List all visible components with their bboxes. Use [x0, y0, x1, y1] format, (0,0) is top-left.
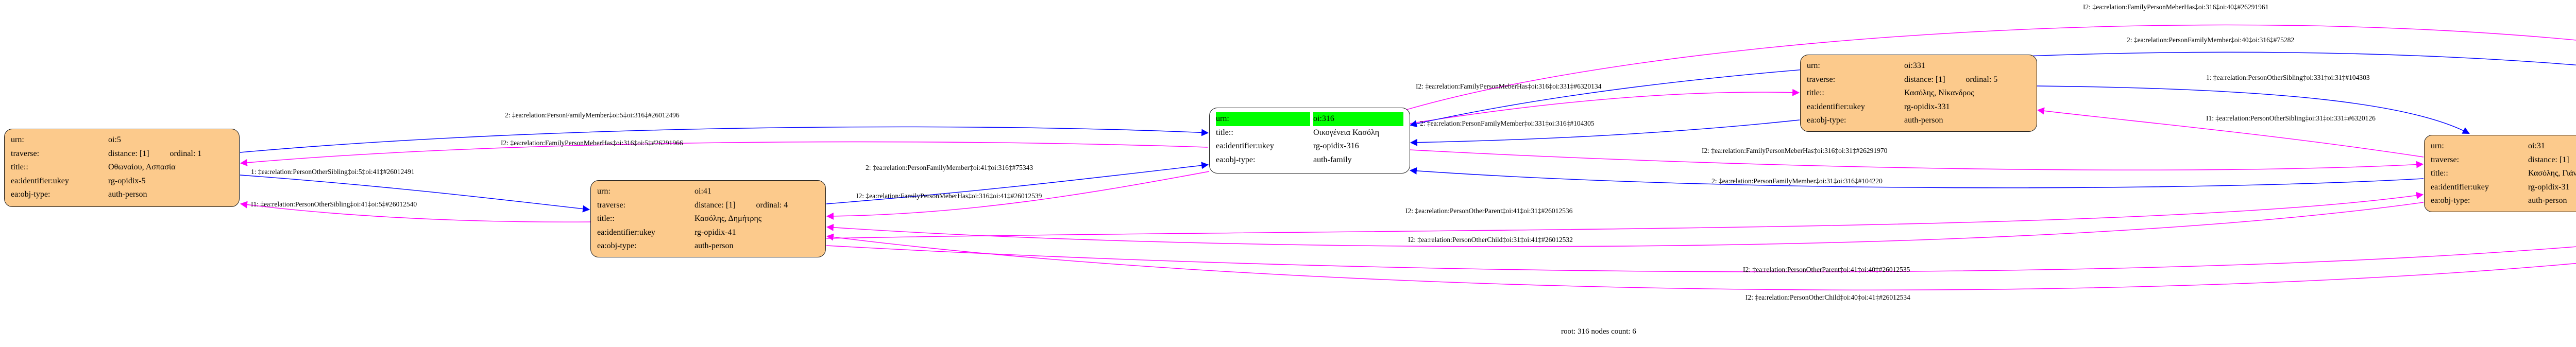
edge-child-oi31-oi41 — [826, 202, 2424, 247]
edge-label-family-person-has-oi316-oi41: I2: ‡ea:relation:FamilyPersonMeberHas‡oi… — [856, 192, 1042, 200]
field-key: traverse: — [11, 149, 40, 158]
edge-label-child-oi31-oi41: I2: ‡ea:relation:PersonOtherChild‡oi:31‡… — [1408, 236, 1573, 244]
field-value-highlighted: oi:316 — [1313, 112, 1403, 126]
field-key: ea:identifier:ukey — [1216, 142, 1274, 150]
field-key: urn: — [597, 187, 611, 196]
field-value: Κασόλης, Δημήτρης — [694, 214, 762, 223]
edge-family-member-oi331-oi316 — [1410, 119, 1800, 146]
edge-family-member-oi40-oi316 — [1409, 51, 2576, 128]
field-value: oi:31 — [2528, 142, 2545, 150]
field-value: distance: [1] — [2528, 155, 2569, 164]
field-value: Κασόλης, Γιάννης — [2528, 169, 2576, 178]
edge-family-member-oi41-oi316 — [826, 162, 1209, 204]
edge-family-person-has-oi316-oi5 — [240, 141, 1208, 166]
field-key: ea:obj-type: — [1807, 116, 1846, 125]
field-key: urn: — [11, 135, 24, 144]
root-summary-text: root: 316 nodes count: 6 — [1561, 327, 1636, 336]
field-key: traverse: — [597, 200, 626, 210]
node-oi331[interactable]: urn: oi:331 traverse: distance: [1] ordinal… — [1800, 55, 2037, 132]
field-value: auth-person — [694, 241, 734, 250]
field-key: ea:identifier:ukey — [1807, 102, 1865, 111]
edge-label-family-person-has-oi316-oi5: I2: ‡ea:relation:FamilyPersonMeberHas‡oi… — [501, 139, 683, 147]
edge-family-person-has-oi316-oi40 — [1406, 24, 2576, 110]
edge-label-family-member-oi5-oi316: 2: ‡ea:relation:PersonFamilyMember‡oi:5‡… — [505, 111, 680, 119]
edge-label-child-oi40-oi41: I2: ‡ea:relation:PersonOtherChild‡oi:40‡… — [1745, 293, 1910, 301]
edge-sibling-oi31-oi331 — [2037, 107, 2424, 158]
edge-family-person-has-oi316-oi331 — [1409, 89, 1800, 124]
field-key: urn: — [1807, 61, 1820, 70]
edge-label-family-person-has-oi316-oi40: I2: ‡ea:relation:FamilyPersonMeberHas‡oi… — [2083, 3, 2269, 11]
field-value: Οθωναίου, Ασπασία — [108, 163, 176, 171]
edge-label-family-member-oi40-oi316: 2: ‡ea:relation:PersonFamilyMember‡oi:40… — [2127, 36, 2295, 44]
edge-label-sibling-oi331-oi31: 1: ‡ea:relation:PersonOtherSibling‡oi:33… — [2206, 74, 2370, 81]
field-value: distance: [1] — [108, 149, 149, 158]
edge-label-family-member-oi331-oi316: 2: ‡ea:relation:PersonFamilyMember‡oi:33… — [1420, 119, 1595, 127]
edge-label-family-person-has-oi316-oi331: I2: ‡ea:relation:FamilyPersonMeberHas‡oi… — [1416, 82, 1602, 90]
edge-family-member-oi5-oi316 — [240, 126, 1209, 153]
field-value: oi:5 — [108, 135, 121, 144]
field-key: title:: — [11, 163, 28, 171]
field-value: distance: [1] — [694, 200, 736, 210]
field-value: Κασόλης, Νίκανδρος — [1904, 89, 1974, 97]
field-key: ea:obj-type: — [11, 190, 50, 199]
edge-parent-oi41-oi40 — [826, 245, 2576, 272]
edge-label-parent-oi41-oi40: I2: ‡ea:relation:PersonOtherParent‡oi:41… — [1743, 266, 1910, 273]
field-value: distance: [1] — [1904, 75, 1945, 84]
field-value-ordinal: ordinal: 1 — [170, 149, 202, 158]
field-key: ea:obj-type: — [1216, 155, 1256, 164]
node-oi31[interactable]: urn:oi:31 traverse:distance: [1]ordinal:… — [2424, 135, 2576, 212]
field-value: rg-opidix-316 — [1313, 142, 1359, 150]
edge-child-oi40-oi41 — [826, 233, 2576, 290]
edge-label-parent-oi41-oi31: I2: ‡ea:relation:PersonOtherParent‡oi:41… — [1405, 207, 1573, 215]
field-key: title:: — [1807, 89, 1824, 97]
field-value: rg-opidix-5 — [108, 176, 146, 185]
edge-sibling-oi331-oi31 — [2037, 85, 2470, 134]
field-value: oi:331 — [1904, 61, 1925, 70]
node-oi41[interactable]: urn: oi:41 traverse: distance: [1] ordinal:… — [590, 180, 826, 257]
edge-label-family-person-has-oi316-oi31: I2: ‡ea:relation:FamilyPersonMeberHas‡oi… — [1702, 147, 1888, 154]
field-key: traverse: — [1807, 75, 1836, 84]
edge-label-family-member-oi31-oi316: 2: ‡ea:relation:PersonFamilyMember‡oi:31… — [1711, 177, 1883, 185]
field-key: urn: — [2431, 142, 2444, 150]
field-key: ea:identifier:ukey — [2431, 182, 2489, 192]
node-oi5[interactable]: urn: oi:5 traverse: distance: [1] ordinal: … — [4, 129, 240, 207]
edge-family-member-oi31-oi316 — [1409, 167, 2424, 188]
field-value: auth-person — [1904, 116, 1943, 125]
edge-label-sibling-oi31-oi331: I1: ‡ea:relation:PersonOtherSibling‡oi:3… — [2206, 114, 2376, 122]
field-value: rg-opidix-41 — [694, 228, 736, 237]
field-value: auth-person — [108, 190, 147, 199]
edge-family-person-has-oi316-oi41 — [826, 171, 1210, 220]
field-value-ordinal: ordinal: 5 — [1965, 75, 1998, 84]
edge-label-family-member-oi41-oi316: 2: ‡ea:relation:PersonFamilyMember‡oi:41… — [866, 164, 1033, 171]
field-value: auth-family — [1313, 155, 1352, 164]
edge-sibling-oi41-oi5 — [240, 201, 591, 222]
field-key: ea:identifier:ukey — [597, 228, 655, 237]
field-value-ordinal: ordinal: 4 — [756, 200, 788, 210]
edge-label-sibling-oi41-oi5: I1: ‡ea:relation:PersonOtherSibling‡oi:4… — [251, 200, 417, 208]
edge-family-person-has-oi316-oi31 — [1409, 149, 2424, 170]
field-key: traverse: — [2431, 155, 2460, 164]
field-key: title:: — [1216, 128, 1233, 137]
field-value: rg-opidix-31 — [2528, 182, 2570, 192]
edge-label-sibling-oi5-oi41: 1: ‡ea:relation:PersonOtherSibling‡oi:5‡… — [251, 168, 415, 176]
field-value: rg-opidix-331 — [1904, 102, 1950, 111]
field-key-highlighted: urn: — [1216, 112, 1310, 126]
field-value: oi:41 — [694, 187, 711, 196]
node-oi316-root-family[interactable]: urn: oi:316 title:: Οικογένεια Κασόλη ea:i… — [1209, 108, 1410, 173]
field-value: Οικογένεια Κασόλη — [1313, 128, 1379, 137]
edge-parent-oi41-oi31 — [826, 192, 2424, 239]
edge-sibling-oi5-oi41 — [240, 175, 590, 213]
field-value: auth-person — [2528, 196, 2567, 205]
field-key: ea:identifier:ukey — [11, 176, 69, 185]
field-key: ea:obj-type: — [2431, 196, 2470, 205]
field-key: title:: — [2431, 169, 2448, 178]
field-key: ea:obj-type: — [597, 241, 637, 250]
field-key: title:: — [597, 214, 615, 223]
